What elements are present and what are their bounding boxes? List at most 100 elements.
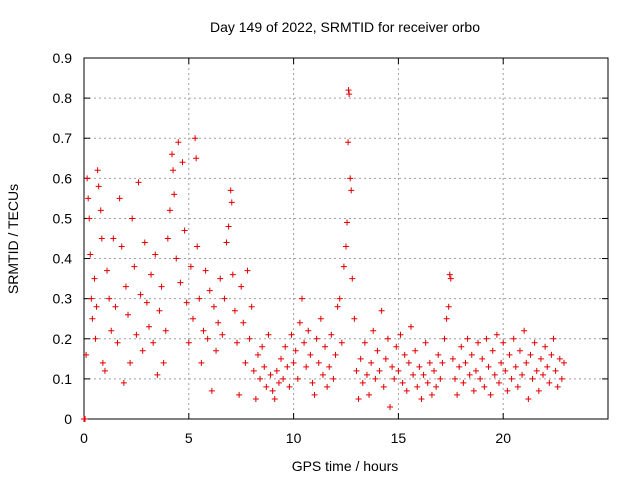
- data-point: [334, 303, 341, 310]
- data-point: [311, 391, 318, 398]
- y-axis-title: SRMTID / TECUs: [5, 184, 21, 294]
- data-point: [441, 335, 448, 342]
- x-axis-title: GPS time / hours: [292, 458, 399, 474]
- data-point: [426, 359, 433, 366]
- data-point: [114, 339, 121, 346]
- data-point: [491, 371, 498, 378]
- data-point: [347, 175, 354, 182]
- data-point: [319, 371, 326, 378]
- x-tick-label: 0: [80, 430, 88, 446]
- data-point: [101, 367, 108, 374]
- data-point: [387, 403, 394, 410]
- data-point: [271, 395, 278, 402]
- data-point: [313, 335, 320, 342]
- data-point: [322, 343, 329, 350]
- data-point: [506, 351, 513, 358]
- data-point: [470, 387, 477, 394]
- data-point: [208, 387, 215, 394]
- data-point: [225, 223, 232, 230]
- data-point: [193, 155, 200, 162]
- data-point: [175, 139, 182, 146]
- data-point: [454, 391, 461, 398]
- grid-lines: [84, 58, 608, 419]
- y-tick-label: 0.7: [53, 130, 73, 146]
- data-point: [416, 363, 423, 370]
- data-point: [150, 339, 157, 346]
- x-tick-label: 15: [391, 430, 407, 446]
- data-point: [519, 371, 526, 378]
- data-point: [296, 319, 303, 326]
- data-point: [345, 139, 352, 146]
- data-point: [166, 207, 173, 214]
- data-point: [185, 339, 192, 346]
- data-point: [403, 387, 410, 394]
- y-tick-label: 0.5: [53, 210, 73, 226]
- data-point: [261, 363, 268, 370]
- data-point: [303, 363, 310, 370]
- data-point: [550, 335, 557, 342]
- data-point: [366, 391, 373, 398]
- data-point: [282, 343, 289, 350]
- axis-ticks: [83, 57, 608, 420]
- data-point: [305, 327, 312, 334]
- data-point: [424, 379, 431, 386]
- data-point: [213, 347, 220, 354]
- data-point: [280, 375, 287, 382]
- data-point: [259, 343, 266, 350]
- data-point: [83, 351, 90, 358]
- data-point: [558, 375, 565, 382]
- data-point: [504, 387, 511, 394]
- data-point: [401, 351, 408, 358]
- data-point: [104, 267, 111, 274]
- data-point: [217, 275, 224, 282]
- data-point: [456, 363, 463, 370]
- data-point: [145, 323, 152, 330]
- data-point: [435, 351, 442, 358]
- data-point: [437, 375, 444, 382]
- data-point: [428, 391, 435, 398]
- data-point: [500, 339, 507, 346]
- data-point: [82, 416, 89, 422]
- data-point: [116, 195, 123, 202]
- data-point: [248, 303, 255, 310]
- data-point: [143, 299, 150, 306]
- data-point: [106, 295, 113, 302]
- data-point: [468, 351, 475, 358]
- data-point: [84, 175, 91, 182]
- data-point: [548, 351, 555, 358]
- data-point: [439, 359, 446, 366]
- data-point: [108, 327, 115, 334]
- data-point: [363, 371, 370, 378]
- data-point: [204, 335, 211, 342]
- data-point: [290, 359, 297, 366]
- data-point: [510, 335, 517, 342]
- data-point: [194, 243, 201, 250]
- data-point: [317, 315, 324, 322]
- data-point: [122, 283, 129, 290]
- data-point: [462, 359, 469, 366]
- data-point: [345, 87, 352, 94]
- data-point: [152, 251, 159, 258]
- data-point: [447, 275, 454, 282]
- data-point: [267, 371, 274, 378]
- data-point: [183, 299, 190, 306]
- data-point: [481, 383, 488, 390]
- data-point: [162, 327, 169, 334]
- x-tick-label: 5: [185, 430, 193, 446]
- data-point: [210, 303, 217, 310]
- chart-title: Day 149 of 2022, SRMTID for receiver orb…: [210, 19, 480, 35]
- y-tick-labels: 0 0.1 0.2 0.3 0.4 0.5 0.6 0.7 0.8 0.9: [53, 50, 73, 427]
- data-point: [405, 359, 412, 366]
- y-tick-label: 0.1: [53, 371, 73, 387]
- data-point: [223, 239, 230, 246]
- data-point: [294, 375, 301, 382]
- data-point: [344, 219, 351, 226]
- data-point: [512, 363, 519, 370]
- data-point: [98, 235, 105, 242]
- data-point: [158, 283, 165, 290]
- y-tick-label: 0: [64, 411, 72, 427]
- data-point: [227, 187, 234, 194]
- data-point: [131, 263, 138, 270]
- data-point: [460, 379, 467, 386]
